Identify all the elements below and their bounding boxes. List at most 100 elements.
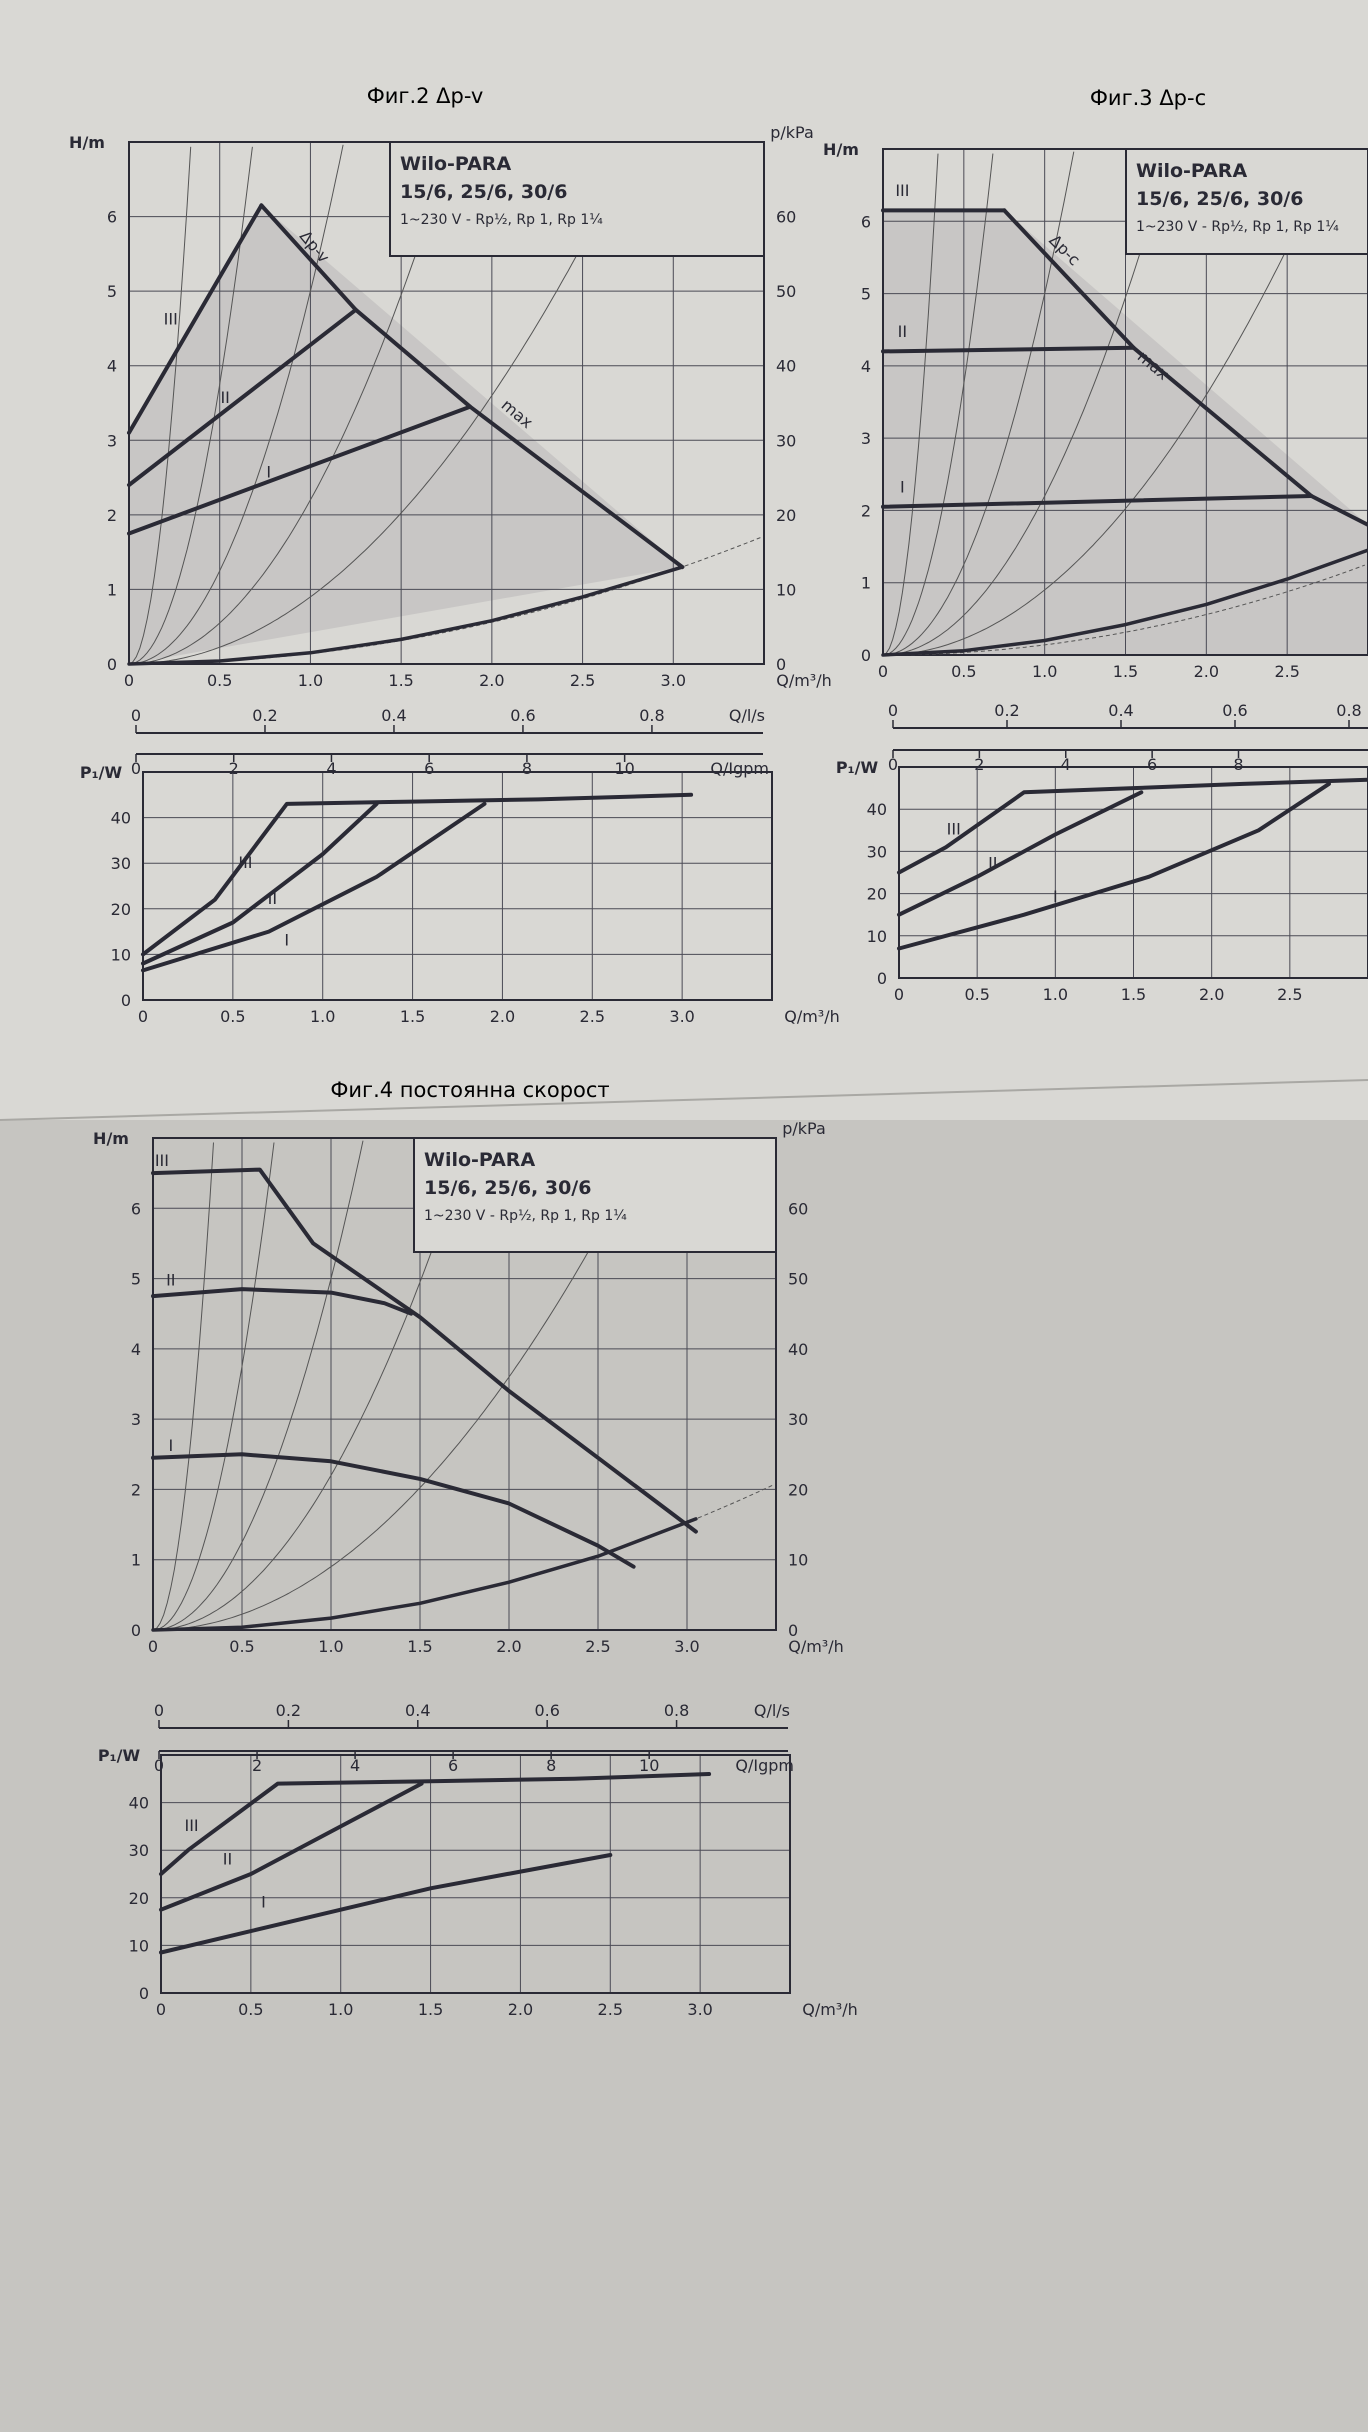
y-tick-label: 10	[129, 1936, 149, 1955]
y-tick-label: 6	[107, 208, 117, 227]
pump-brand: Wilo-PARA	[424, 1149, 535, 1171]
x-tick-label: 3.0	[661, 671, 686, 690]
x-tick-label: 0.5	[964, 985, 989, 1004]
y2-tick-label: 0	[776, 655, 786, 674]
y-tick-label: 20	[867, 885, 887, 904]
y-tick-label: 1	[861, 574, 871, 593]
series-line-iii	[159, 1772, 712, 1876]
y-tick-label: 0	[107, 655, 117, 674]
system-curve	[128, 144, 344, 665]
flow-ls-tick-label: 0.8	[1336, 701, 1361, 720]
power-label-ii: II	[223, 1849, 232, 1868]
system-curve	[152, 1139, 471, 1631]
y-tick-label: 10	[867, 927, 887, 946]
x-tick-label: 0	[878, 662, 888, 681]
y-tick-label: 30	[111, 854, 131, 873]
y-tick-label: 20	[129, 1889, 149, 1908]
y-tick-label: 40	[867, 800, 887, 819]
y-tick-label: 5	[131, 1270, 141, 1289]
x-tick-label: 2.5	[570, 671, 595, 690]
system-curve	[882, 153, 994, 656]
y2-tick-label: 0	[788, 1621, 798, 1640]
series-line-i	[127, 404, 473, 536]
flow-gpm-tick-label: 4	[326, 759, 336, 778]
x-tick-label: 1.0	[328, 2000, 353, 2019]
x-tick-label: 1.5	[388, 671, 413, 690]
x-tick-label: 2.0	[496, 1637, 521, 1656]
y-tick-label: 0	[877, 969, 887, 988]
flow-gpm-tick-label: 10	[614, 759, 634, 778]
y-axis-label: H/m	[69, 133, 105, 152]
x-axis-label: Q/m³/h	[776, 671, 832, 690]
y2-tick-label: 40	[788, 1340, 808, 1359]
flow-gpm-tick-label: 0	[154, 1756, 164, 1775]
y-tick-label: 40	[111, 809, 131, 828]
x-tick-label: 2.0	[479, 671, 504, 690]
pump-info-box	[1125, 148, 1368, 255]
power-label-i: I	[261, 1892, 266, 1911]
x-tick-label: 3.0	[687, 2000, 712, 2019]
series-line-i	[141, 801, 487, 973]
y-tick-label: 3	[131, 1410, 141, 1429]
series-line-iii	[151, 1167, 698, 1534]
flow-gpm-tick-label: 0	[888, 755, 898, 774]
y-tick-label: 3	[861, 429, 871, 448]
system-curve	[883, 151, 1333, 656]
x-tick-label: 2.0	[1199, 985, 1224, 1004]
y-tick-label: 0	[139, 1984, 149, 2003]
y-axis-label: H/m	[823, 140, 859, 159]
x-tick-label: 0.5	[229, 1637, 254, 1656]
y-tick-label: 4	[107, 357, 117, 376]
flow-gpm-tick-label: 6	[448, 1756, 458, 1775]
curve-label-i: I	[266, 463, 271, 482]
x-tick-label: 3.0	[674, 1637, 699, 1656]
pump-supply: 1~230 V - Rp½, Rp 1, Rp 1¼	[424, 1208, 627, 1224]
series-line-ii	[159, 1781, 424, 1912]
flow-ls-tick-label: 0.2	[994, 701, 1019, 720]
y2-axis-label: p/kPa	[770, 123, 814, 142]
y2-tick-label: 50	[776, 282, 796, 301]
series-line-max	[259, 203, 685, 570]
y-tick-label: 3	[107, 431, 117, 450]
flow-gpm-tick-label: 0	[131, 759, 141, 778]
flow-ls-tick-label: 0.4	[381, 706, 406, 725]
series-line-zero-head	[151, 1517, 698, 1632]
x-tick-label: 2.0	[490, 1007, 515, 1026]
y-tick-label: 4	[131, 1340, 141, 1359]
power-label-i: I	[1053, 887, 1058, 906]
y2-tick-label: 50	[788, 1270, 808, 1289]
curve-label-i: I	[168, 1436, 173, 1455]
x-tick-label: 0	[138, 1007, 148, 1026]
flow-ls-tick-label: 0.6	[1222, 701, 1247, 720]
curve-label-iii: III	[895, 181, 909, 200]
x-axis-label: Q/m³/h	[788, 1637, 844, 1656]
pump-models: 15/6, 25/6, 30/6	[424, 1177, 591, 1199]
y-tick-label: 20	[111, 900, 131, 919]
x-tick-label: 1.0	[1032, 662, 1057, 681]
flow-gpm-tick-label: 4	[350, 1756, 360, 1775]
system-curve	[152, 1140, 364, 1631]
pump-models: 15/6, 25/6, 30/6	[1136, 188, 1303, 210]
flow-ls-tick-label: 0.8	[664, 1701, 689, 1720]
pump-supply: 1~230 V - Rp½, Rp 1, Rp 1¼	[400, 212, 603, 228]
plot-frame	[142, 771, 773, 1001]
series-line-ii	[127, 307, 358, 487]
pump-brand: Wilo-PARA	[1136, 160, 1247, 182]
y-tick-label: 4	[861, 357, 871, 376]
x-tick-label: 1.0	[310, 1007, 335, 1026]
fig2-title: Фиг.2 Δp-v	[367, 84, 484, 108]
x-tick-label: 1.5	[407, 1637, 432, 1656]
x-tick-label: 2.5	[585, 1637, 610, 1656]
power-label-iii: III	[947, 820, 961, 839]
x-tick-label: 1.5	[1121, 985, 1146, 1004]
flow-ls-tick-label: 0.4	[405, 1701, 430, 1720]
series-line-i	[897, 781, 1331, 951]
y-tick-label: 6	[131, 1199, 141, 1218]
y2-tick-label: 30	[776, 431, 796, 450]
power-label-i: I	[284, 930, 289, 949]
power-label-iii: III	[238, 853, 252, 872]
series-line-ii	[881, 345, 1136, 354]
y2-tick-label: 20	[776, 506, 796, 525]
